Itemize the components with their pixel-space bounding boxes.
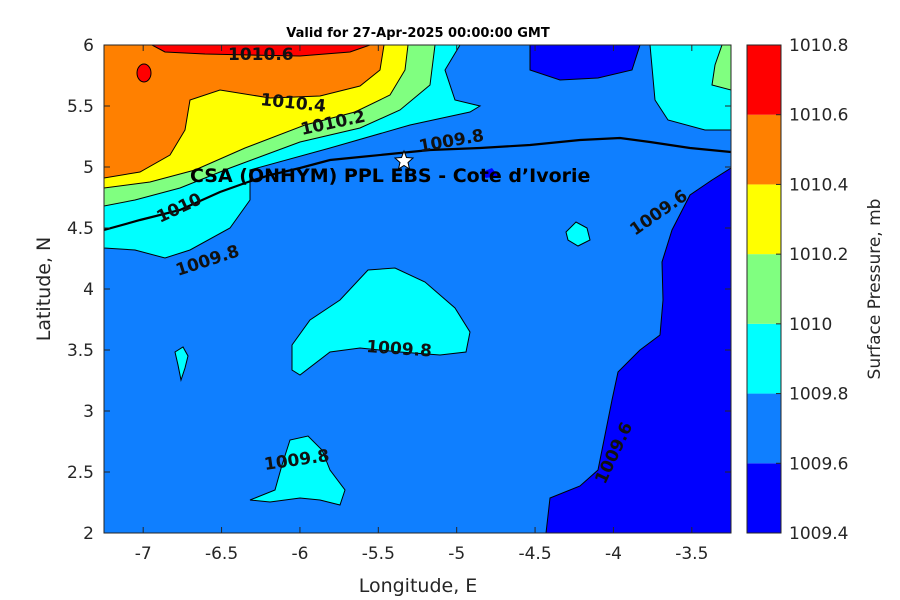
colorbar-tick-label: 1010.2	[789, 245, 848, 265]
y-tick-label: 5	[83, 158, 94, 178]
region-1009-8-east	[565, 221, 591, 247]
colorbar-tick-label: 1010.6	[789, 106, 848, 126]
colorbar-tick-label: 1009.8	[789, 385, 848, 405]
colorbar-tick-label: 1010	[789, 315, 832, 335]
y-axis-label: Latitude, N	[33, 237, 55, 342]
y-tick-label: 5.5	[67, 97, 94, 117]
colorbar-swatch	[747, 393, 781, 464]
site-star-marker	[393, 149, 415, 171]
colorbar-swatch	[747, 463, 781, 533]
y-tick-label: 4.5	[67, 219, 94, 239]
y-axis: 2 2.5 3 3.5 4 4.5 5 5.5 6	[67, 36, 731, 544]
colorbar-tick-label: 1009.6	[789, 454, 848, 474]
colorbar: 1009.4 1009.6 1009.8 1010 1010.2 1010.4 1010.6…	[746, 36, 848, 544]
contour-fill	[104, 45, 731, 533]
region-1009-8-west	[174, 346, 189, 382]
region-1010-4	[104, 45, 385, 179]
x-axis-label: Longitude, E	[359, 575, 478, 597]
coastline	[104, 136, 731, 232]
colorbar-swatch	[747, 323, 781, 394]
region-1009-8-south	[249, 435, 346, 506]
y-tick-label: 3.5	[67, 341, 94, 361]
region-1010-6	[151, 45, 371, 57]
x-tick-label: -5	[448, 544, 465, 564]
region-1009-8-center	[291, 267, 471, 376]
chart-title: Valid for 27-Apr-2025 00:00:00 GMT	[286, 26, 550, 41]
x-axis: -7 -6.5 -6 -5.5 -5 -4.5 -4 -3.5	[135, 45, 708, 564]
contour-label-1010-6: 1010.6	[228, 45, 294, 65]
colorbar-swatch	[747, 114, 781, 185]
x-tick-label: -7	[135, 544, 152, 564]
x-tick-label: -5.5	[362, 544, 395, 564]
y-tick-label: 6	[83, 36, 94, 56]
colorbar-label: Surface Pressure, mb	[865, 199, 885, 380]
y-tick-label: 3	[83, 402, 94, 422]
y-tick-label: 2	[83, 524, 94, 544]
colorbar-swatch	[747, 184, 781, 255]
y-tick-label: 2.5	[67, 463, 94, 483]
colorbar-frame	[746, 44, 782, 534]
y-tick-label: 4	[83, 280, 94, 300]
region-1010-6-small	[136, 63, 152, 83]
region-1010-ne	[711, 45, 731, 91]
colorbar-tick-label: 1009.4	[789, 524, 848, 544]
region-1009-4	[545, 167, 731, 533]
x-tick-label: -4	[605, 544, 622, 564]
colorbar-tick-label: 1010.8	[789, 36, 848, 56]
x-tick-label: -4.5	[518, 544, 551, 564]
x-tick-label: -6	[291, 544, 308, 564]
x-tick-label: -3.5	[675, 544, 708, 564]
colorbar-swatch	[747, 45, 781, 115]
region-1009-4-north	[529, 45, 641, 81]
region-1009-4-small	[480, 168, 498, 178]
colorbar-swatch	[747, 254, 781, 324]
site-annotation: CSA (ONHYM) PPL EBS - Cote d’Ivorie	[190, 165, 590, 187]
colorbar-tick-label: 1010.4	[789, 175, 848, 195]
contour-label-1009-8-center: 1009.8	[366, 337, 433, 362]
x-tick-label: -6.5	[205, 544, 238, 564]
